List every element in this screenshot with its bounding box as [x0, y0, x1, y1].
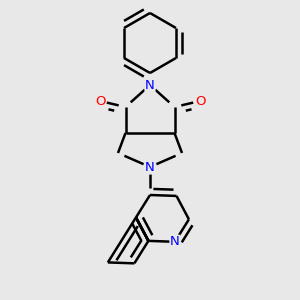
- Text: O: O: [195, 94, 205, 107]
- Text: O: O: [95, 94, 105, 107]
- Text: N: N: [145, 160, 155, 173]
- Text: N: N: [170, 235, 180, 248]
- Text: N: N: [145, 79, 155, 92]
